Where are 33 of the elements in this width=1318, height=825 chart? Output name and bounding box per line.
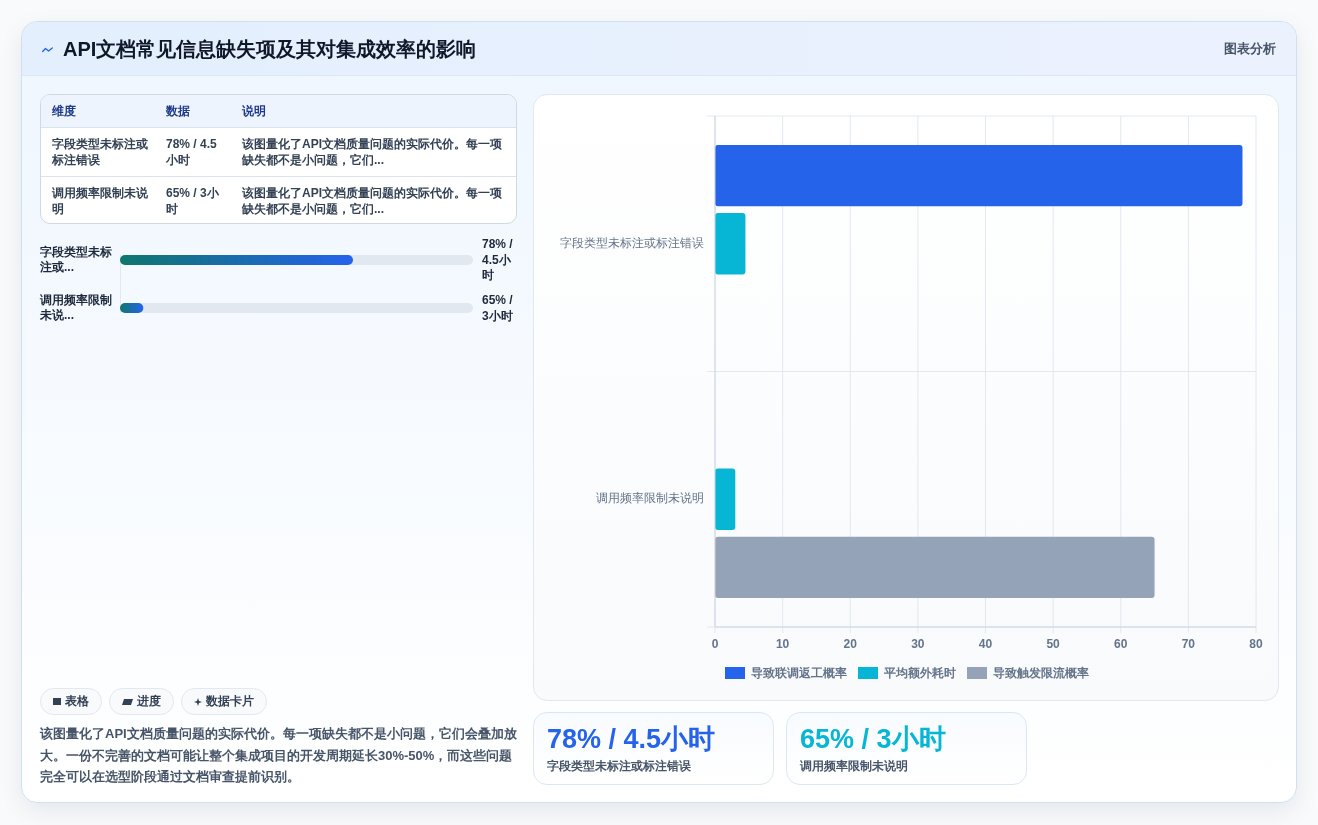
x-tick-label: 70	[1181, 637, 1196, 652]
x-tick-label: 20	[843, 637, 858, 652]
x-tick-label: 60	[1114, 637, 1128, 652]
text: 该图量化了API文档质量问题的实际代价。每一项缺失都不是小问题，它们会叠加放大。一份不完善的文档可能让整个集成项目的开发周期延长30%-50%，而这些问题完全可以在选型阶段通过文档审查提前识别。	[40, 725, 518, 786]
text: 该图量化了API文档质量问题的实际代价。每一项缺失都不是小问题，它们...	[242, 186, 503, 216]
category-label: 进度	[137, 693, 161, 710]
category-label: 数据卡片	[206, 693, 254, 710]
legend-label: 平均额外耗时	[884, 666, 956, 680]
x-tick-label: 0	[711, 637, 719, 652]
text: 图表分析	[1224, 40, 1276, 57]
category-label: 维度	[52, 104, 76, 118]
text: 78% / 4.5小时	[166, 137, 217, 167]
text: API文档常见信息缺失项及其对集成效率的影响	[63, 36, 477, 61]
text: 78% / 4.5小时	[547, 724, 716, 755]
text: 65% / 3小时	[166, 186, 219, 216]
text: 该图量化了API文档质量问题的实际代价。每一项缺失都不是小问题，它们...	[242, 137, 503, 167]
x-tick-label: 80	[1249, 637, 1263, 652]
category-label: 说明	[242, 104, 266, 118]
text: 65% / 3小时	[800, 724, 946, 755]
text: 字段类型未标注或标注错误	[547, 758, 691, 774]
x-tick-label: 50	[1046, 637, 1061, 652]
category-label: 数据	[166, 104, 190, 118]
x-tick-label: 10	[775, 637, 790, 652]
x-tick-label: 30	[911, 637, 925, 652]
category-label: 表格	[65, 693, 89, 710]
text: 调用频率限制未说明	[800, 758, 908, 774]
y-tick-label: 字段类型未标注或...	[40, 245, 113, 275]
y2-tick-label: 65% / 3小时	[482, 292, 514, 324]
legend-label: 导致触发限流概率	[993, 666, 1089, 680]
x-tick-label: 40	[978, 637, 993, 652]
legend-label: 导致联调返工概率	[751, 666, 847, 680]
y-tick-label: 调用频率限制未说...	[40, 293, 113, 323]
y2-tick-label: 78% / 4.5小时	[482, 236, 514, 284]
